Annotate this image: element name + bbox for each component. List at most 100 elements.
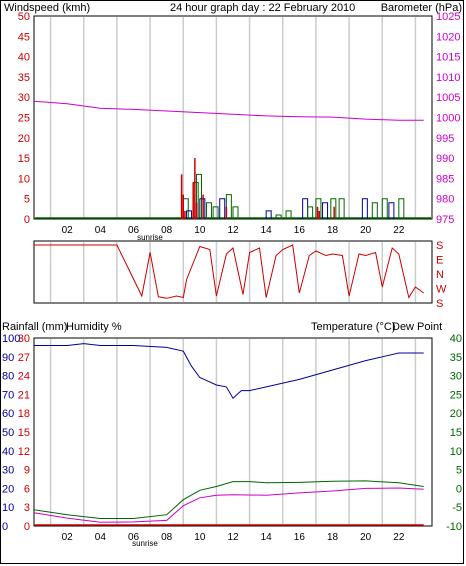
windspeed-tick: 25: [18, 113, 30, 125]
wind-average-mark: [322, 202, 329, 219]
sunrise-label: sunrise: [132, 539, 158, 548]
temperature-tick: -5: [452, 502, 462, 514]
barometer-line: [33, 100, 424, 121]
wind-average-mark: [219, 198, 226, 219]
rainfall-tick: 6: [24, 483, 30, 495]
wind-average-mark: [196, 173, 203, 219]
x-tick-label: 16: [294, 225, 306, 236]
temperature-tick: 35: [450, 352, 462, 364]
humidity-tick: 0: [2, 521, 8, 533]
rainfall-tick: 15: [18, 427, 30, 439]
windspeed-tick: 50: [18, 11, 30, 23]
barometer-tick: 985: [436, 173, 454, 185]
windspeed-tick: 30: [18, 92, 30, 104]
barometer-tick: 990: [436, 153, 454, 165]
barometer-tick: 995: [436, 133, 454, 145]
x-tick-label: 10: [194, 225, 206, 236]
x-tick-label: 22: [393, 532, 405, 543]
wind-average-mark: [361, 198, 368, 219]
x-tick-label: 12: [227, 225, 239, 236]
x-tick-label: 04: [95, 532, 107, 543]
wind-average-mark: [315, 198, 322, 219]
barometer-tick: 975: [436, 214, 454, 226]
temperature-tick: 30: [450, 371, 462, 383]
x-tick-label: 20: [360, 532, 372, 543]
temperature-tick: 0: [456, 483, 462, 495]
x-tick-label: 22: [393, 225, 405, 236]
windspeed-axis-label: Windspeed (kmh): [4, 2, 90, 14]
windspeed-tick: 20: [18, 133, 30, 145]
x-tick-label: 14: [261, 532, 273, 543]
wind-average-mark: [212, 206, 219, 219]
graph-title: 24 hour graph day : 22 February 2010: [170, 2, 355, 14]
wind-average-mark: [275, 214, 282, 219]
humidity-tick: 40: [2, 446, 14, 458]
x-tick-label: 02: [62, 532, 74, 543]
windspeed-tick: 40: [18, 52, 30, 64]
temperature-axis-label: Temperature (°C): [311, 321, 395, 333]
humidity-tick: 70: [2, 389, 14, 401]
wind-average-mark: [307, 206, 314, 219]
rainfall-tick: 21: [18, 389, 30, 401]
x-tick-label: 06: [128, 225, 140, 236]
x-tick-label: 02: [62, 225, 74, 236]
windspeed-tick: 45: [18, 31, 30, 43]
temperature-tick: -10: [446, 521, 462, 533]
humidity-axis-label: Humidity %: [66, 321, 122, 333]
sunrise-label: sunrise: [137, 233, 163, 242]
rainfall-axis-label: Rainfall (mm): [2, 321, 67, 333]
wind-average-mark: [232, 206, 239, 219]
x-tick-label: 08: [161, 225, 173, 236]
windspeed-tick: 10: [18, 173, 30, 185]
direction-tick: E: [436, 255, 443, 267]
barometer-axis-label: Barometer (hPa): [381, 2, 462, 14]
barometer-tick: 1010: [436, 72, 460, 84]
barometer-tick: 1025: [436, 11, 460, 23]
humidity-tick: 80: [2, 371, 14, 383]
temperature-tick: 40: [450, 333, 462, 345]
temperature-tick: 15: [450, 427, 462, 439]
rain-humidity-temperature-panel: 0369121518212427300102030405060708090100…: [2, 333, 462, 548]
x-tick-label: 20: [360, 225, 372, 236]
direction-tick: N: [436, 269, 444, 281]
temperature-line: [33, 480, 424, 519]
rainfall-tick: 12: [18, 446, 30, 458]
x-tick-label: 12: [227, 532, 239, 543]
x-tick-label: 10: [194, 532, 206, 543]
temperature-tick: 5: [456, 465, 462, 477]
wind-average-mark: [186, 210, 193, 219]
windspeed-tick: 5: [24, 194, 30, 206]
windspeed-tick: 15: [18, 153, 30, 165]
humidity-tick: 60: [2, 408, 14, 420]
wind-average-mark: [265, 210, 272, 219]
rainfall-tick: 27: [18, 352, 30, 364]
barometer-tick: 1020: [436, 31, 460, 43]
rainfall-tick: 9: [24, 465, 30, 477]
x-tick-label: 06: [128, 532, 140, 543]
wind-average-mark: [330, 198, 337, 219]
humidity-tick: 100: [2, 333, 20, 345]
direction-tick: W: [436, 284, 447, 296]
x-tick-label: 16: [294, 532, 306, 543]
humidity-tick: 50: [2, 427, 14, 439]
humidity-tick: 30: [2, 465, 14, 477]
wind-average-mark: [371, 202, 378, 219]
temperature-tick: 10: [450, 446, 462, 458]
wind-average-mark: [388, 202, 395, 219]
wind-average-mark: [398, 198, 405, 219]
humidity-tick: 90: [2, 352, 14, 364]
barometer-tick: 1005: [436, 92, 460, 104]
rainfall-tick: 3: [24, 502, 30, 514]
wind-average-mark: [199, 198, 206, 219]
barometer-tick: 980: [436, 194, 454, 206]
direction-tick: S: [436, 240, 443, 252]
barometer-tick: 1015: [436, 52, 460, 64]
windspeed-tick: 0: [24, 214, 30, 226]
rainfall-tick: 24: [18, 371, 30, 383]
dewpoint-axis-label: Dew Point: [392, 321, 442, 333]
rainfall-tick: 18: [18, 408, 30, 420]
